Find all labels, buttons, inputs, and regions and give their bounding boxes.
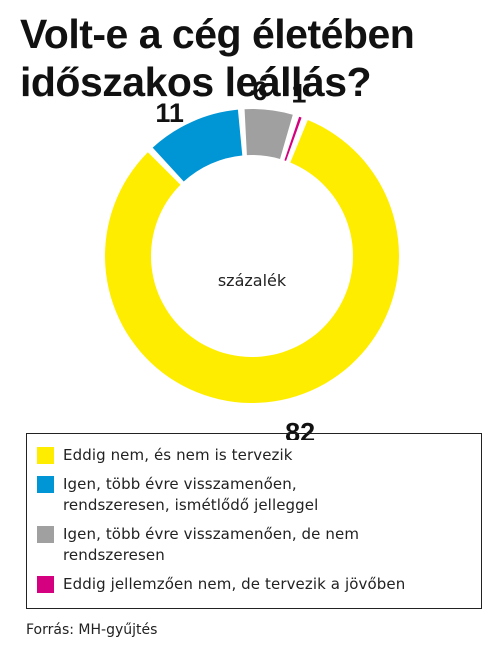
legend-item-4: Eddig jellemzően nem, de tervezik a jövő… — [37, 574, 471, 595]
legend-label-2: Igen, több évre visszamenően, rendszerese… — [63, 475, 319, 514]
donut-slice-3 — [244, 109, 293, 159]
donut-chart: százalék 82 11 6 1 — [104, 76, 400, 440]
legend-label-1: Eddig nem, és nem is tervezik — [63, 446, 293, 464]
title-line-1: Volt-e a cég életében — [20, 11, 415, 57]
source-note: Forrás: MH-gyűjtés — [26, 622, 158, 638]
donut-slice-2 — [152, 109, 243, 182]
value-label-3: 6 — [252, 76, 267, 106]
value-label-2: 11 — [155, 98, 184, 128]
donut-slice-1 — [104, 119, 400, 403]
center-label: százalék — [218, 271, 287, 290]
legend-label-3: Igen, több évre visszamenően, de nem rend… — [63, 525, 360, 564]
donut-slice-4 — [284, 116, 302, 161]
legend-swatch-1 — [37, 447, 54, 464]
legend-label-4: Eddig jellemzően nem, de tervezik a jövő… — [63, 575, 406, 593]
legend-item-3: Igen, több évre visszamenően, de nem rend… — [37, 524, 471, 566]
legend-item-2: Igen, több évre visszamenően, rendszerese… — [37, 474, 471, 516]
legend-item-1: Eddig nem, és nem is tervezik — [37, 445, 471, 466]
title-line-2: időszakos leállás? — [20, 59, 372, 105]
legend: Eddig nem, és nem is tervezik Igen, több… — [26, 433, 482, 609]
value-label-1: 82 — [285, 418, 315, 440]
legend-swatch-3 — [37, 526, 54, 543]
value-label-4: 1 — [291, 79, 306, 109]
legend-swatch-4 — [37, 576, 54, 593]
legend-swatch-2 — [37, 476, 54, 493]
chart-title: Volt-e a cég életében időszakos leállás? — [20, 10, 490, 106]
